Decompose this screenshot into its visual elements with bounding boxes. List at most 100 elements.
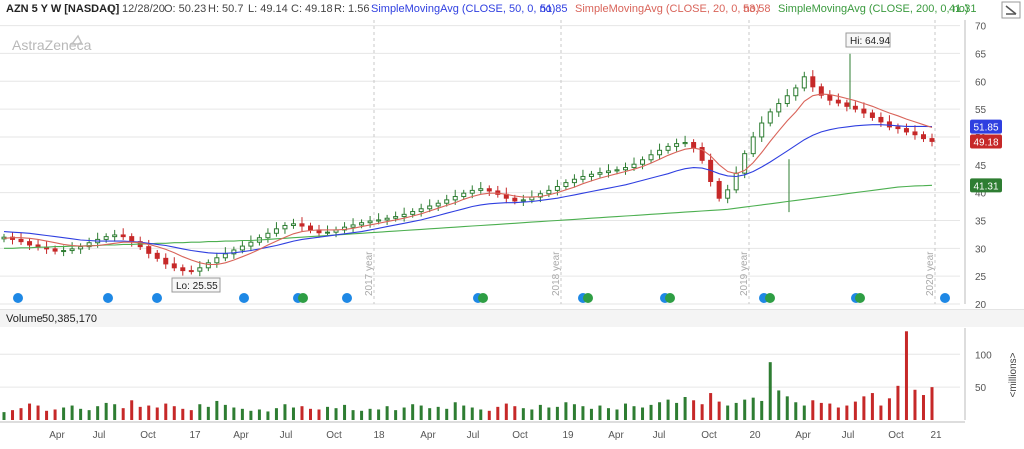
volume-bar xyxy=(249,410,253,420)
price-tag-badge xyxy=(970,178,1002,193)
candle-body xyxy=(239,245,245,251)
year-separator-label: 2020 year xyxy=(925,251,936,296)
candle-body xyxy=(682,142,688,145)
candle-body xyxy=(895,126,901,130)
volume-bar xyxy=(726,405,730,420)
event-marker-icon xyxy=(13,293,23,303)
time-tick-label: Apr xyxy=(795,430,811,441)
price-tick-label: 35 xyxy=(975,216,987,227)
candle-body xyxy=(835,99,841,104)
date-readout: D: 12/28/20 xyxy=(108,3,165,15)
sma20-label: SimpleMovingAvg (CLOSE, 20, 0, no) xyxy=(575,3,759,15)
candle-body xyxy=(78,246,84,250)
volume-bar xyxy=(377,409,381,420)
volume-bar xyxy=(308,408,312,420)
time-tick-label: Jul xyxy=(280,430,293,441)
volume-bar xyxy=(845,405,849,420)
candle-body xyxy=(793,87,799,97)
time-tick-label: Apr xyxy=(233,430,249,441)
candle-body xyxy=(537,193,543,198)
candle-body xyxy=(52,248,58,252)
chart-header: AZN 5 Y W [NASDAQ] D: 12/28/20 O: 50.23 … xyxy=(6,3,977,15)
candle-body xyxy=(359,222,365,226)
candle-body xyxy=(444,199,450,204)
candle-body xyxy=(657,149,663,156)
volume-grid xyxy=(0,353,960,388)
candle-body xyxy=(929,138,935,142)
volume-tick-label: 50 xyxy=(975,383,987,394)
volume-bar xyxy=(734,402,738,420)
volume-bar xyxy=(836,407,840,420)
candle-body xyxy=(605,170,611,174)
event-marker-icon xyxy=(103,293,113,303)
volume-bar xyxy=(641,407,645,420)
symbol-label: AZN 5 Y W [NASDAQ] xyxy=(6,3,120,15)
earnings-marker-icon xyxy=(765,293,775,303)
candle-body xyxy=(674,143,680,147)
price-tick-label: 55 xyxy=(975,105,987,116)
candle-body xyxy=(163,257,169,265)
volume-bar xyxy=(930,387,934,420)
candle-body xyxy=(546,189,552,195)
candle-body xyxy=(154,252,160,259)
time-tick-label: 21 xyxy=(930,430,942,441)
candle-body xyxy=(725,189,731,199)
volume-bar xyxy=(538,404,542,420)
time-tick-label: Oct xyxy=(326,430,342,441)
high-annotation-box xyxy=(845,32,891,48)
collapse-icon[interactable] xyxy=(1001,1,1021,19)
event-marker-icon xyxy=(940,293,950,303)
event-markers[interactable] xyxy=(13,293,950,303)
candle-body xyxy=(827,94,833,101)
candle-body xyxy=(401,213,407,218)
candle-body xyxy=(844,102,850,107)
candle-body xyxy=(810,76,816,88)
time-tick-label: Oct xyxy=(701,430,717,441)
high-readout: H: 50.7 xyxy=(208,3,243,15)
volume-bar xyxy=(121,408,125,420)
candle-body xyxy=(27,241,33,246)
price-tag-label: 51.85 xyxy=(973,123,998,134)
volume-bar xyxy=(79,408,83,420)
price-tag-label: 49.18 xyxy=(973,138,998,149)
volume-bar xyxy=(138,406,142,420)
price-grid xyxy=(0,25,960,305)
candle-body xyxy=(886,121,892,128)
volume-bar xyxy=(172,406,176,420)
price-tick-label: 70 xyxy=(975,22,987,33)
volume-bar xyxy=(462,405,466,420)
candle-body xyxy=(903,128,909,133)
candle-body xyxy=(691,142,697,149)
volume-bar xyxy=(658,402,662,420)
volume-bar xyxy=(317,409,321,420)
volume-bar xyxy=(360,410,364,420)
year-separator-label: 2017 year xyxy=(364,251,375,296)
year-separator-label: 2019 year xyxy=(739,251,750,296)
volume-bar xyxy=(343,404,347,420)
time-tick-label: Apr xyxy=(420,430,436,441)
candle-body xyxy=(205,262,211,269)
candle-body xyxy=(520,199,526,202)
volume-bar xyxy=(513,406,517,420)
volume-bar xyxy=(453,402,457,420)
volume-bar xyxy=(709,393,713,420)
candle-body xyxy=(18,238,24,243)
volume-bar xyxy=(2,412,6,420)
volume-axis: 50 100 xyxy=(964,328,992,420)
volume-bar xyxy=(606,408,610,420)
candle-body xyxy=(801,76,807,89)
candle-body xyxy=(120,234,126,238)
volume-bar xyxy=(291,407,295,420)
volume-unit-label: <millions> xyxy=(1008,352,1019,397)
price-tick-label: 60 xyxy=(975,77,987,88)
volume-bar xyxy=(700,404,704,420)
time-tick-label: Jul xyxy=(93,430,106,441)
volume-bar xyxy=(274,408,278,420)
volume-bar xyxy=(181,408,185,420)
candle-body xyxy=(750,136,756,155)
candle-body xyxy=(248,241,254,247)
volume-bar xyxy=(921,395,925,420)
volume-bar xyxy=(36,405,40,420)
earnings-marker-icon xyxy=(478,293,488,303)
volume-bar xyxy=(896,385,900,420)
